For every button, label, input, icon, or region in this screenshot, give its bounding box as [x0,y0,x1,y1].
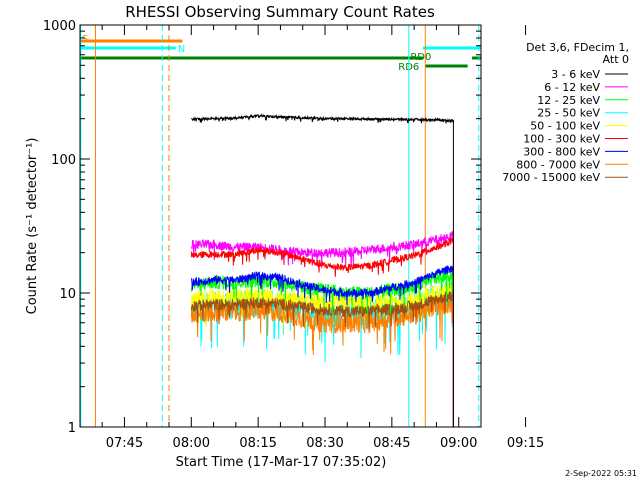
legend-label: 25 - 50 keV [537,107,600,120]
series-line [190,268,454,427]
legend-label: 300 - 800 keV [523,145,600,158]
y-tick-label: 1000 [43,19,76,34]
series-line [190,291,454,427]
legend-label: 3 - 6 keV [551,68,600,81]
chart-title: RHESSI Observing Summary Count Rates [125,3,435,21]
x-tick-label: 08:00 [173,436,210,451]
series-line [190,113,454,427]
x-axis: 07:45 08:00 08:15 08:30 08:45 09:00 09:15 [101,25,544,451]
y-tick-label: 100 [51,153,76,168]
series-line [190,237,454,427]
x-tick-label: 08:15 [239,436,276,451]
vertical-markers [80,25,480,427]
x-tick-label: 08:45 [373,436,410,451]
y-axis-label: Count Rate (s⁻¹ detector⁻¹) [25,138,40,315]
series-line [190,294,454,427]
x-tick-label: 09:00 [440,436,477,451]
y-tick-label: 1 [68,421,76,436]
plot-frame [79,24,482,428]
legend-header-line-1: Det 3,6, FDecim 1, [526,41,629,54]
legend-header-line-2: Att 0 [603,53,629,66]
legend-label: 6 - 12 keV [544,81,600,94]
legend-label: 7000 - 15000 keV [502,171,600,184]
y-axis: 1 10 100 1000 [43,19,481,436]
legend-label: 12 - 25 keV [537,94,600,107]
x-tick-label: 08:30 [306,436,343,451]
legend-label: 800 - 7000 keV [516,158,600,171]
y-tick-label: 10 [59,287,76,302]
x-tick-label: 09:15 [507,436,544,451]
flag-label: S [82,34,88,45]
series-line [190,264,454,427]
date-stamp: 2-Sep-2022 05:31 [565,469,637,478]
legend-label: 100 - 300 keV [523,133,600,146]
flag-label: N [178,44,185,55]
legend-label: 50 - 100 keV [530,120,600,133]
series-line [191,230,454,427]
data-series [190,113,454,427]
flag-label: RD0 [410,52,431,63]
x-axis-label: Start Time (17-Mar-17 07:35:02) [176,455,387,470]
x-tick-label: 07:45 [106,436,143,451]
